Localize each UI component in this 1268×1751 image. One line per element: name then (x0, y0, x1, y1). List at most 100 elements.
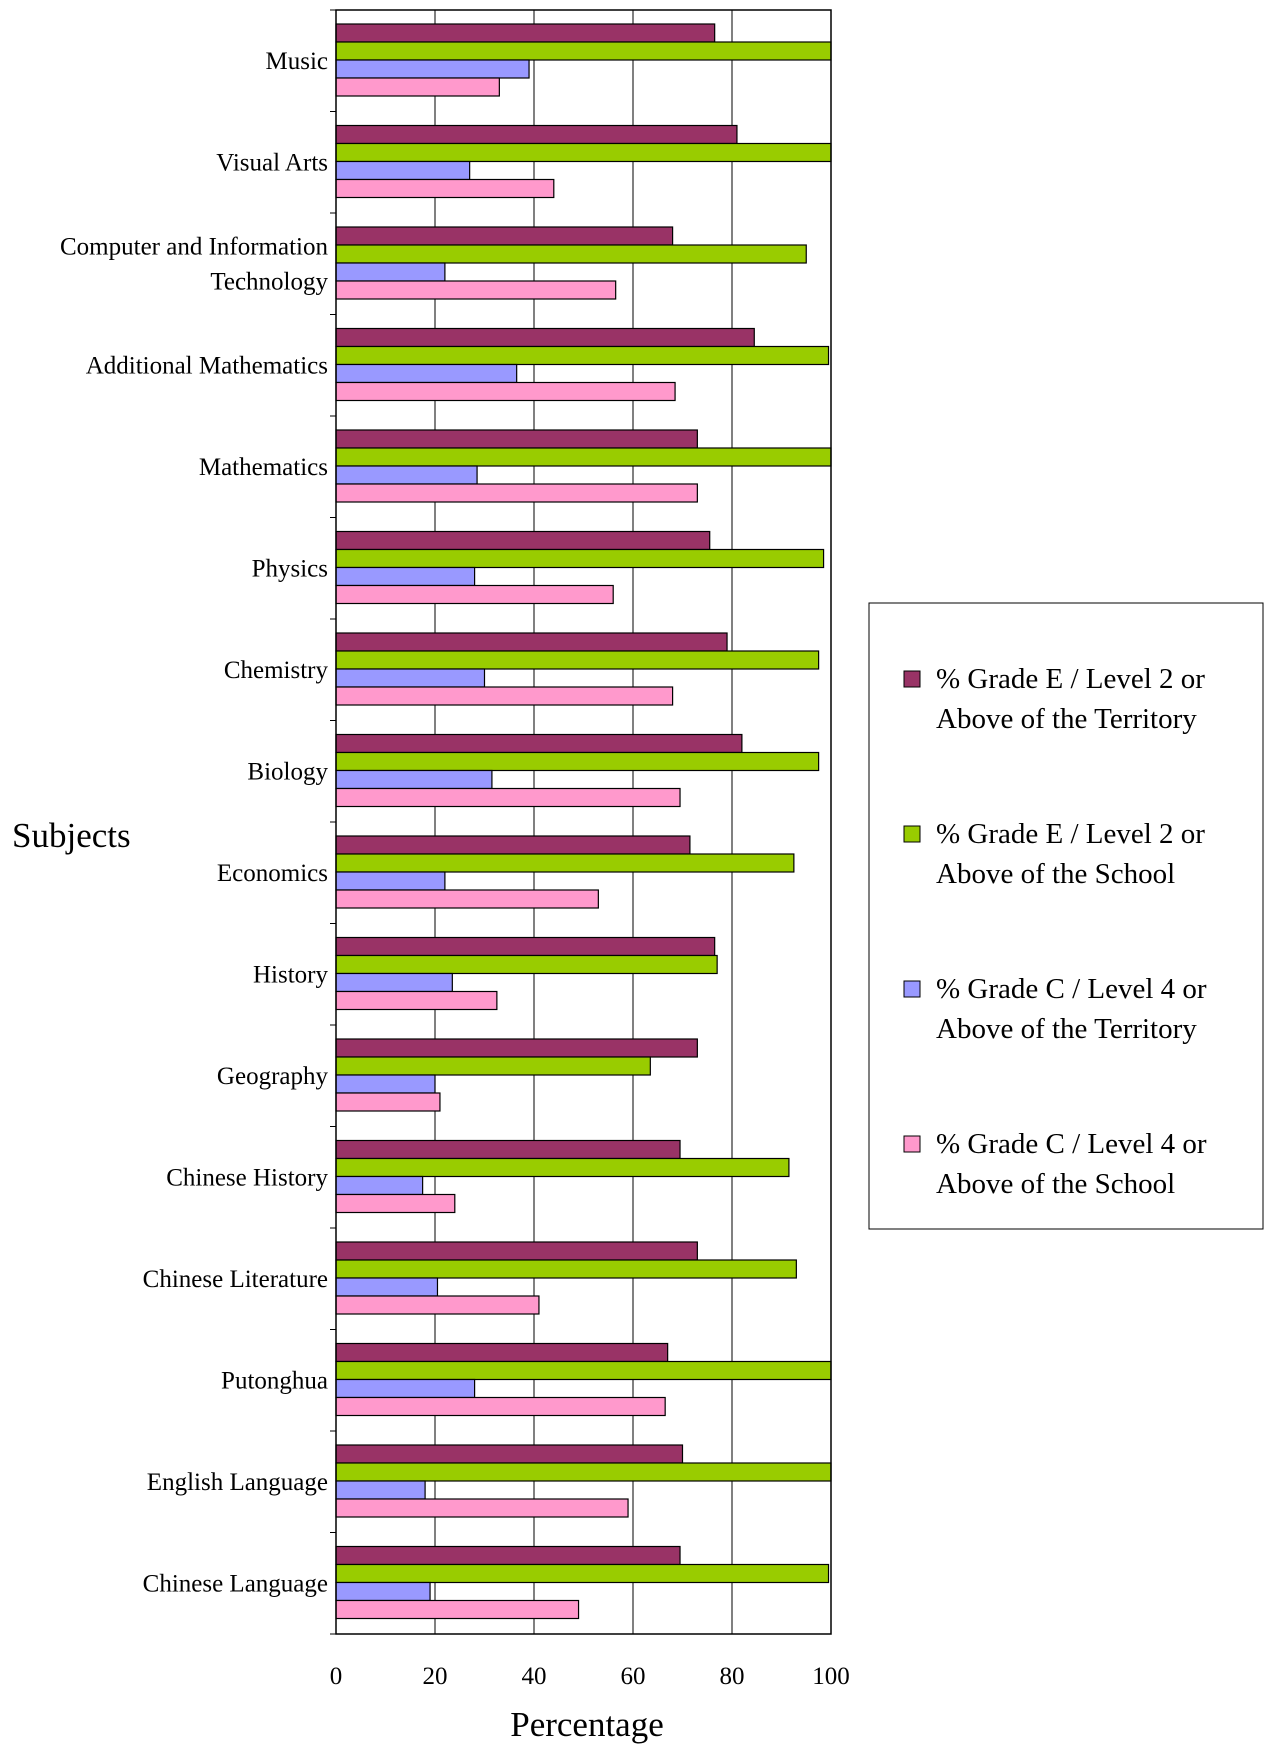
category-label: Visual Arts (216, 150, 328, 177)
bar (335, 1157, 790, 1178)
bar (335, 244, 807, 264)
y-axis-title: Subjects (12, 816, 131, 855)
bar (335, 1498, 629, 1518)
bar (335, 990, 498, 1011)
bar (335, 483, 698, 503)
legend-entry-label: % Grade C / Level 4 or Above of the Schoo… (936, 1128, 1207, 1200)
bar (335, 77, 500, 97)
bar (335, 972, 453, 993)
bar (335, 1139, 681, 1160)
bar (335, 650, 820, 670)
bar (335, 1193, 456, 1214)
bar (335, 889, 599, 909)
bar (335, 160, 471, 181)
bar (335, 178, 555, 199)
bar (335, 853, 795, 873)
bar (335, 465, 478, 485)
bar (335, 226, 674, 246)
category-label: Chinese History (166, 1165, 328, 1192)
legend-box (868, 602, 1264, 1230)
category-label: Economics (217, 860, 328, 887)
legend-entry-label: % Grade C / Level 4 or Above of the Terri… (936, 973, 1207, 1045)
bar (335, 530, 711, 551)
bar (335, 1092, 441, 1112)
category-label: Additional Mathematics (86, 353, 328, 380)
bar (335, 1342, 669, 1363)
category-label: History (253, 962, 329, 989)
category-label: Putonghua (221, 1368, 328, 1395)
bar (335, 345, 830, 366)
x-tick-label: 60 (621, 1663, 646, 1690)
bar (335, 447, 832, 467)
bar (335, 1462, 832, 1482)
bar (335, 769, 493, 790)
bar (335, 1295, 540, 1315)
bar (335, 1056, 651, 1076)
bar (335, 1175, 424, 1196)
x-tick-label: 40 (522, 1663, 547, 1690)
bar (335, 751, 820, 772)
bar (335, 429, 698, 449)
bar (335, 871, 446, 891)
bar (335, 548, 825, 569)
bar (335, 1074, 436, 1094)
bar (335, 363, 518, 384)
bar (335, 1563, 830, 1584)
legend-entry-label: % Grade E / Level 2 or Above of the Terri… (936, 663, 1205, 735)
legend-swatch (903, 825, 921, 843)
category-label: Chinese Language (143, 1571, 328, 1598)
bar (335, 1259, 797, 1279)
bar (335, 381, 676, 402)
bar (335, 41, 832, 61)
x-tick-label: 80 (720, 1663, 745, 1690)
legend-swatch (903, 1135, 921, 1153)
bar (335, 632, 728, 652)
bar (335, 835, 691, 855)
bar (335, 327, 755, 348)
legend-swatch (903, 980, 921, 998)
bar (335, 686, 674, 706)
bar (335, 668, 486, 688)
bar (335, 23, 716, 43)
bar (335, 936, 716, 957)
bar (335, 1038, 698, 1058)
bar (335, 142, 832, 163)
bar (335, 1396, 666, 1417)
bar (335, 1545, 681, 1566)
bar (335, 1360, 832, 1381)
bar (335, 566, 476, 587)
axes (330, 9, 832, 1635)
bar (335, 262, 446, 282)
x-tick-label: 20 (423, 1663, 448, 1690)
bar (335, 1581, 431, 1602)
bar (335, 1378, 476, 1399)
category-label: Computer and Information Technology (60, 234, 328, 296)
category-label: Chemistry (224, 657, 329, 684)
bar (335, 733, 743, 754)
bar (335, 1277, 439, 1297)
category-label: Chinese Literature (143, 1266, 328, 1293)
bar (335, 1444, 684, 1464)
category-labels: Music Visual Arts Computer and Information… (60, 48, 329, 1598)
category-label: Physics (252, 556, 328, 583)
x-axis-title: Percentage (510, 1705, 664, 1744)
bar (335, 124, 738, 145)
bar (335, 280, 617, 300)
bar (335, 1241, 698, 1261)
category-label: Music (266, 48, 329, 75)
legend-swatch (903, 670, 921, 688)
bar (335, 584, 614, 605)
category-label: Biology (247, 759, 328, 786)
category-label: Mathematics (199, 454, 328, 481)
legend-entry-label: % Grade E / Level 2 or Above of the Schoo… (936, 818, 1205, 890)
bar (335, 787, 681, 808)
bar (335, 59, 530, 79)
bar (335, 954, 718, 975)
x-tick-label: 0 (330, 1663, 343, 1690)
bar (335, 1599, 580, 1620)
legend: % Grade E / Level 2 or Above of the Terri… (868, 602, 1264, 1230)
tick-labels: 0 20 40 60 80 100 (330, 1663, 850, 1690)
x-tick-label: 100 (812, 1663, 850, 1690)
category-label: English Language (147, 1469, 328, 1496)
bars (335, 23, 832, 1620)
